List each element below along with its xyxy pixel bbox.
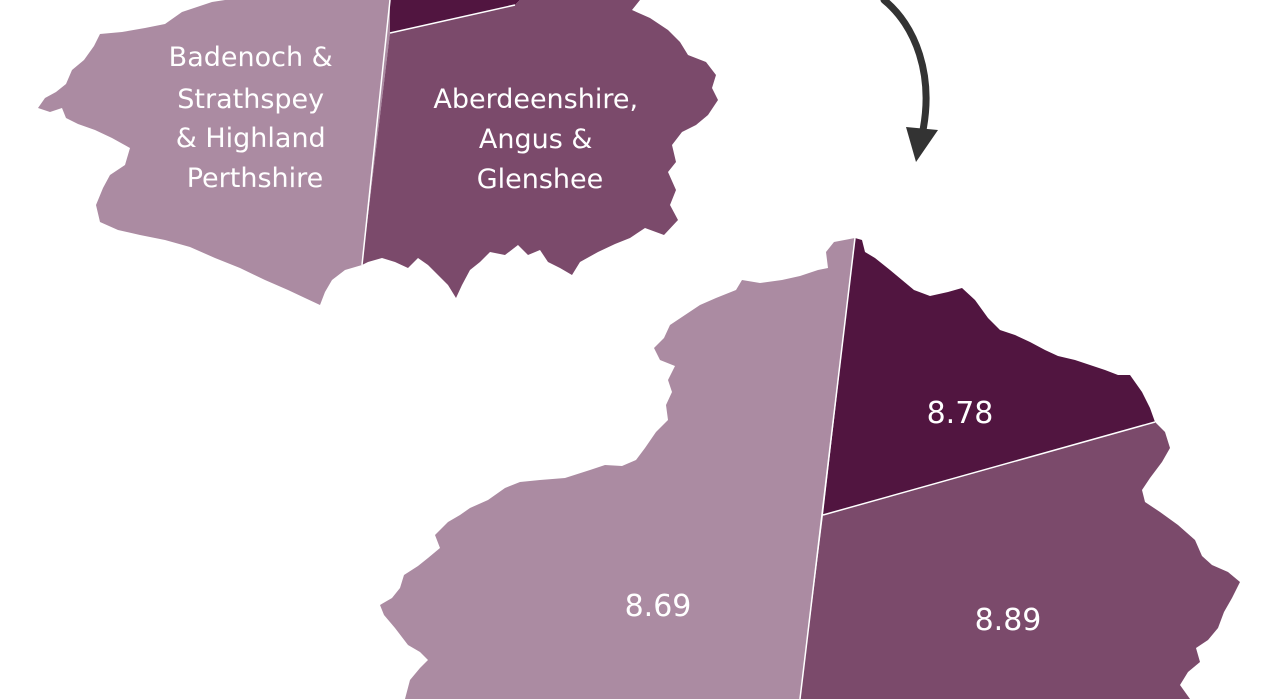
key-label-southeast: Aberdeenshire, Angus & Glenshee bbox=[433, 84, 646, 195]
value-label-north: 8.78 bbox=[927, 396, 994, 431]
key-region-southeast bbox=[362, 0, 718, 298]
value-region-west bbox=[380, 238, 855, 699]
key-map: Badenoch & Strathspey & Highland Perthsh… bbox=[38, 0, 718, 305]
key-region-west bbox=[38, 0, 390, 305]
key-divider-west bbox=[361, 0, 391, 266]
key-region-north bbox=[390, 0, 520, 33]
key-divider-north bbox=[389, 4, 516, 34]
value-map: 8.69 8.78 8.89 bbox=[380, 237, 1240, 699]
value-divider-west bbox=[799, 237, 856, 699]
value-label-southeast: 8.89 bbox=[975, 603, 1042, 638]
value-divider-north bbox=[822, 421, 1156, 516]
curved-arrow-icon bbox=[880, 0, 938, 162]
key-label-west: Badenoch & Strathspey & Highland Perthsh… bbox=[169, 42, 342, 194]
value-region-north bbox=[823, 238, 1155, 515]
value-label-west: 8.69 bbox=[625, 589, 692, 624]
